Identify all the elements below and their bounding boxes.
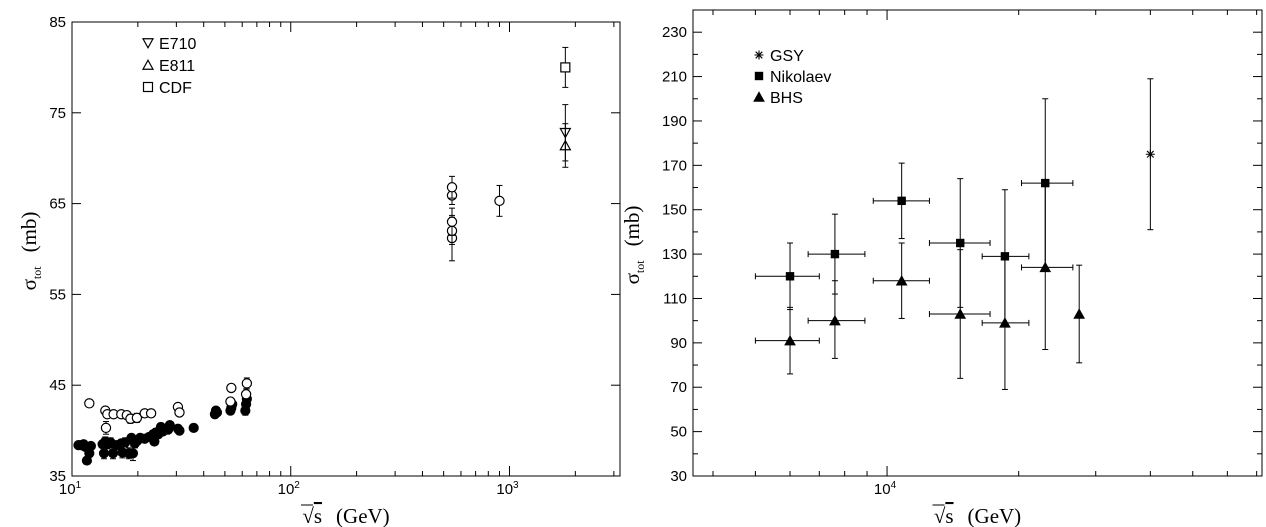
x-axis-title: √s (GeV)	[934, 504, 1021, 527]
y-tick-label: 65	[49, 196, 66, 213]
y-tick-label: 90	[670, 335, 687, 352]
x-tick-label: 103	[496, 480, 519, 498]
data-point	[897, 196, 906, 206]
x-axis-title: √s (GeV)	[302, 504, 389, 527]
data-point	[1039, 261, 1052, 273]
legend: GSY Nikolaev BHS	[753, 48, 831, 107]
data-point	[956, 238, 965, 248]
data-point	[560, 62, 571, 73]
series-0	[73, 393, 252, 466]
data-point	[446, 182, 458, 193]
series-0	[1145, 78, 1155, 231]
data-point	[240, 389, 252, 400]
y-tick-label: 30	[670, 468, 687, 485]
series-1	[84, 175, 505, 435]
legend-marker	[754, 71, 764, 81]
y-tick-label: 35	[49, 468, 66, 485]
x-tick-label: 102	[278, 480, 301, 498]
y-tick-label: 130	[662, 246, 687, 263]
y-tick-label: 230	[662, 24, 687, 41]
series-4	[560, 46, 571, 88]
data-point	[784, 334, 796, 346]
plot-frame	[71, 21, 621, 477]
y-tick-label: 170	[662, 157, 687, 174]
data-point	[100, 422, 112, 434]
data-point	[188, 422, 199, 433]
data-point	[954, 308, 967, 319]
data-point	[211, 407, 223, 418]
data-point	[241, 378, 253, 389]
data-point	[895, 274, 908, 286]
y-tick-label: 190	[662, 113, 687, 130]
data-point	[127, 448, 139, 459]
plot-frame	[692, 9, 1263, 477]
y-axis-title-text: σtot(mb)	[620, 206, 647, 285]
y-tick-label: 45	[49, 377, 66, 394]
data-point	[174, 407, 185, 418]
data-point	[226, 382, 237, 394]
legend: E710 E811 CDF	[141, 36, 196, 97]
data-point	[1041, 178, 1050, 188]
legend-label: E811	[159, 58, 195, 75]
legend-marker	[753, 91, 765, 102]
series-3	[559, 123, 572, 168]
right-chart: 30 50 70 90 110 130 150 170 190 210 230 104 √s (GeV) σ…	[620, 9, 1263, 527]
data-point	[145, 408, 157, 419]
y-tick-label: 70	[670, 379, 687, 396]
y-tick-label: 50	[670, 424, 687, 441]
legend-label: E710	[159, 36, 196, 53]
legend-marker	[754, 50, 764, 60]
legend-label: GSY	[770, 48, 804, 65]
legend-label: BHS	[770, 90, 803, 107]
legend-marker	[142, 81, 154, 93]
y-tick-label: 150	[662, 202, 687, 219]
y-tick-label: 75	[49, 105, 66, 122]
series-2	[754, 184, 1086, 390]
y-axis-title: σtot(mb)	[17, 212, 44, 291]
y-tick-label: 210	[662, 69, 687, 86]
data-point	[225, 396, 236, 407]
legend-marker	[141, 59, 155, 70]
data-point	[446, 216, 458, 227]
data-point	[1073, 308, 1086, 319]
x-tick-label: 101	[59, 480, 82, 498]
data-point	[494, 195, 505, 207]
data-point	[829, 314, 841, 326]
y-tick-label: 55	[49, 286, 66, 303]
legend-marker	[141, 38, 155, 49]
legend-label: Nikolaev	[770, 69, 831, 86]
data-point	[559, 139, 572, 151]
y-axis-title: σtot(mb)	[620, 206, 647, 285]
data-point	[785, 272, 795, 281]
data-point	[999, 317, 1011, 328]
x-tick-label: 104	[874, 480, 897, 498]
data-point	[174, 425, 185, 436]
data-point	[131, 412, 143, 424]
y-tick-label: 85	[49, 14, 66, 31]
data-point	[85, 440, 96, 452]
series-1	[754, 98, 1074, 324]
data-point	[84, 398, 95, 409]
data-point	[98, 448, 110, 459]
legend-label: CDF	[159, 80, 192, 97]
y-tick-label: 110	[663, 290, 687, 307]
data-point	[1145, 149, 1155, 159]
data-point	[830, 249, 840, 259]
left-chart: 35 45 55 65 75 85 101 102 103 √s (GeV) σtot(mb) E710…	[17, 14, 621, 527]
y-axis-title-text: σtot(mb)	[17, 212, 44, 291]
